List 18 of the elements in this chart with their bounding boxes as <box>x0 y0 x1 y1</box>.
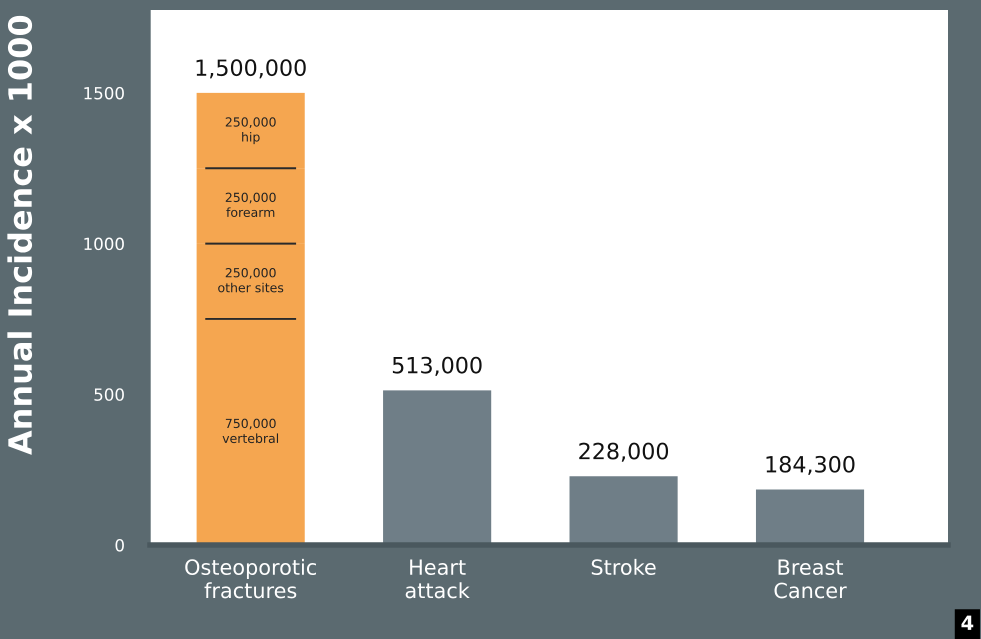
x-tick-label: Stroke <box>592 558 656 576</box>
annotation: 750,000 vertebral <box>222 418 278 444</box>
annotation: 250,000 hip <box>226 117 276 144</box>
y-tick-label: 1000 <box>84 238 124 250</box>
x-tick-label: Breast Cancer <box>774 560 847 598</box>
text: 4 <box>961 616 974 630</box>
total-label: 184,300 <box>766 456 854 475</box>
total-label: 1,500,000 <box>196 59 306 78</box>
x-tick-label: Osteoporotic fractures <box>185 558 316 598</box>
y-axis-title: Annual Incidence x 1000 <box>7 16 32 455</box>
x-tick-label: Heart attack <box>406 560 470 598</box>
y-tick-label: 0 <box>115 538 124 552</box>
annotation: 250,000 forearm <box>226 192 276 218</box>
total-label: 228,000 <box>579 442 668 462</box>
annotation: 250,000 other sites <box>218 268 284 292</box>
y-tick-label: 500 <box>94 388 124 401</box>
total-label: 513,000 <box>392 356 482 376</box>
y-tick-label: 1500 <box>84 86 124 100</box>
